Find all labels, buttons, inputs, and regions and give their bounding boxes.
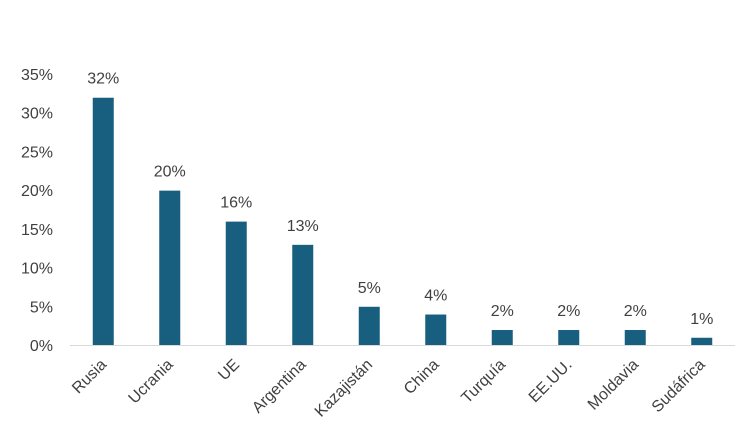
data-label: 2% bbox=[491, 303, 514, 320]
y-tick-label: 10% bbox=[21, 261, 53, 278]
category-labels: Rusia Ucrania UE Argentina Kazajistán China Tu… bbox=[69, 356, 709, 420]
bar bbox=[691, 337, 713, 346]
bar bbox=[92, 97, 114, 346]
data-label: 2% bbox=[624, 303, 647, 320]
bar bbox=[225, 221, 247, 346]
bar bbox=[358, 306, 380, 346]
bar bbox=[558, 330, 580, 346]
category-label: Rusia bbox=[69, 356, 110, 397]
y-tick-label: 25% bbox=[21, 144, 53, 161]
category-label: China bbox=[401, 356, 443, 398]
y-axis-ticks: 0% 5% 10% 15% 20% 25% 30% 35% bbox=[21, 67, 53, 355]
category-label: Moldavia bbox=[585, 356, 642, 413]
bar bbox=[292, 244, 314, 346]
y-tick-label: 5% bbox=[30, 299, 53, 316]
category-label: Argentina bbox=[249, 356, 310, 417]
category-label: Turquía bbox=[458, 356, 509, 407]
data-label: 5% bbox=[358, 280, 381, 297]
data-label: 1% bbox=[690, 311, 713, 328]
y-tick-label: 35% bbox=[21, 67, 53, 84]
bar bbox=[425, 314, 447, 346]
category-label: Kazajistán bbox=[312, 356, 376, 420]
bar bbox=[624, 330, 646, 346]
bars bbox=[92, 97, 713, 346]
data-label: 20% bbox=[154, 164, 186, 181]
bar bbox=[491, 330, 513, 346]
category-label: UE bbox=[215, 356, 243, 384]
data-label: 16% bbox=[220, 195, 252, 212]
data-label: 4% bbox=[424, 288, 447, 305]
data-label: 2% bbox=[557, 303, 580, 320]
y-tick-label: 15% bbox=[21, 222, 53, 239]
category-label: Ucrania bbox=[126, 356, 177, 407]
category-label: EE.UU. bbox=[526, 356, 576, 406]
y-tick-label: 30% bbox=[21, 106, 53, 123]
y-tick-label: 0% bbox=[30, 338, 53, 355]
category-label: Sudáfrica bbox=[649, 356, 709, 416]
data-labels: 32% 20% 16% 13% 5% 4% 2% 2% 2% 1% bbox=[87, 71, 713, 328]
y-tick-label: 20% bbox=[21, 183, 53, 200]
bar bbox=[159, 190, 181, 346]
data-label: 32% bbox=[87, 71, 119, 88]
data-label: 13% bbox=[287, 218, 319, 235]
